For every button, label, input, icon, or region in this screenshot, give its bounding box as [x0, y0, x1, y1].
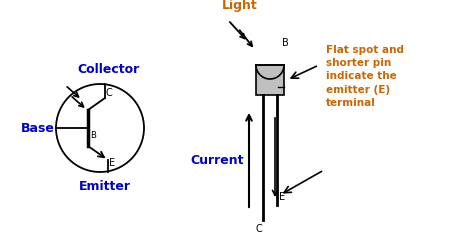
Text: Current: Current [191, 154, 244, 167]
Text: Emitter: Emitter [79, 180, 131, 193]
Text: B: B [90, 131, 96, 140]
Bar [256, 65, 284, 95]
Polygon shape [256, 65, 284, 79]
Text: Base: Base [21, 122, 55, 134]
Text: E: E [279, 192, 285, 202]
Text: Flat spot and
shorter pin
indicate the
emitter (E)
terminal: Flat spot and shorter pin indicate the e… [326, 45, 404, 108]
Text: B: B [282, 38, 289, 48]
Text: E: E [109, 158, 115, 168]
Text: C: C [255, 224, 262, 234]
Text: C: C [106, 88, 113, 98]
Text: Collector: Collector [77, 63, 139, 76]
Text: Light: Light [222, 0, 258, 12]
